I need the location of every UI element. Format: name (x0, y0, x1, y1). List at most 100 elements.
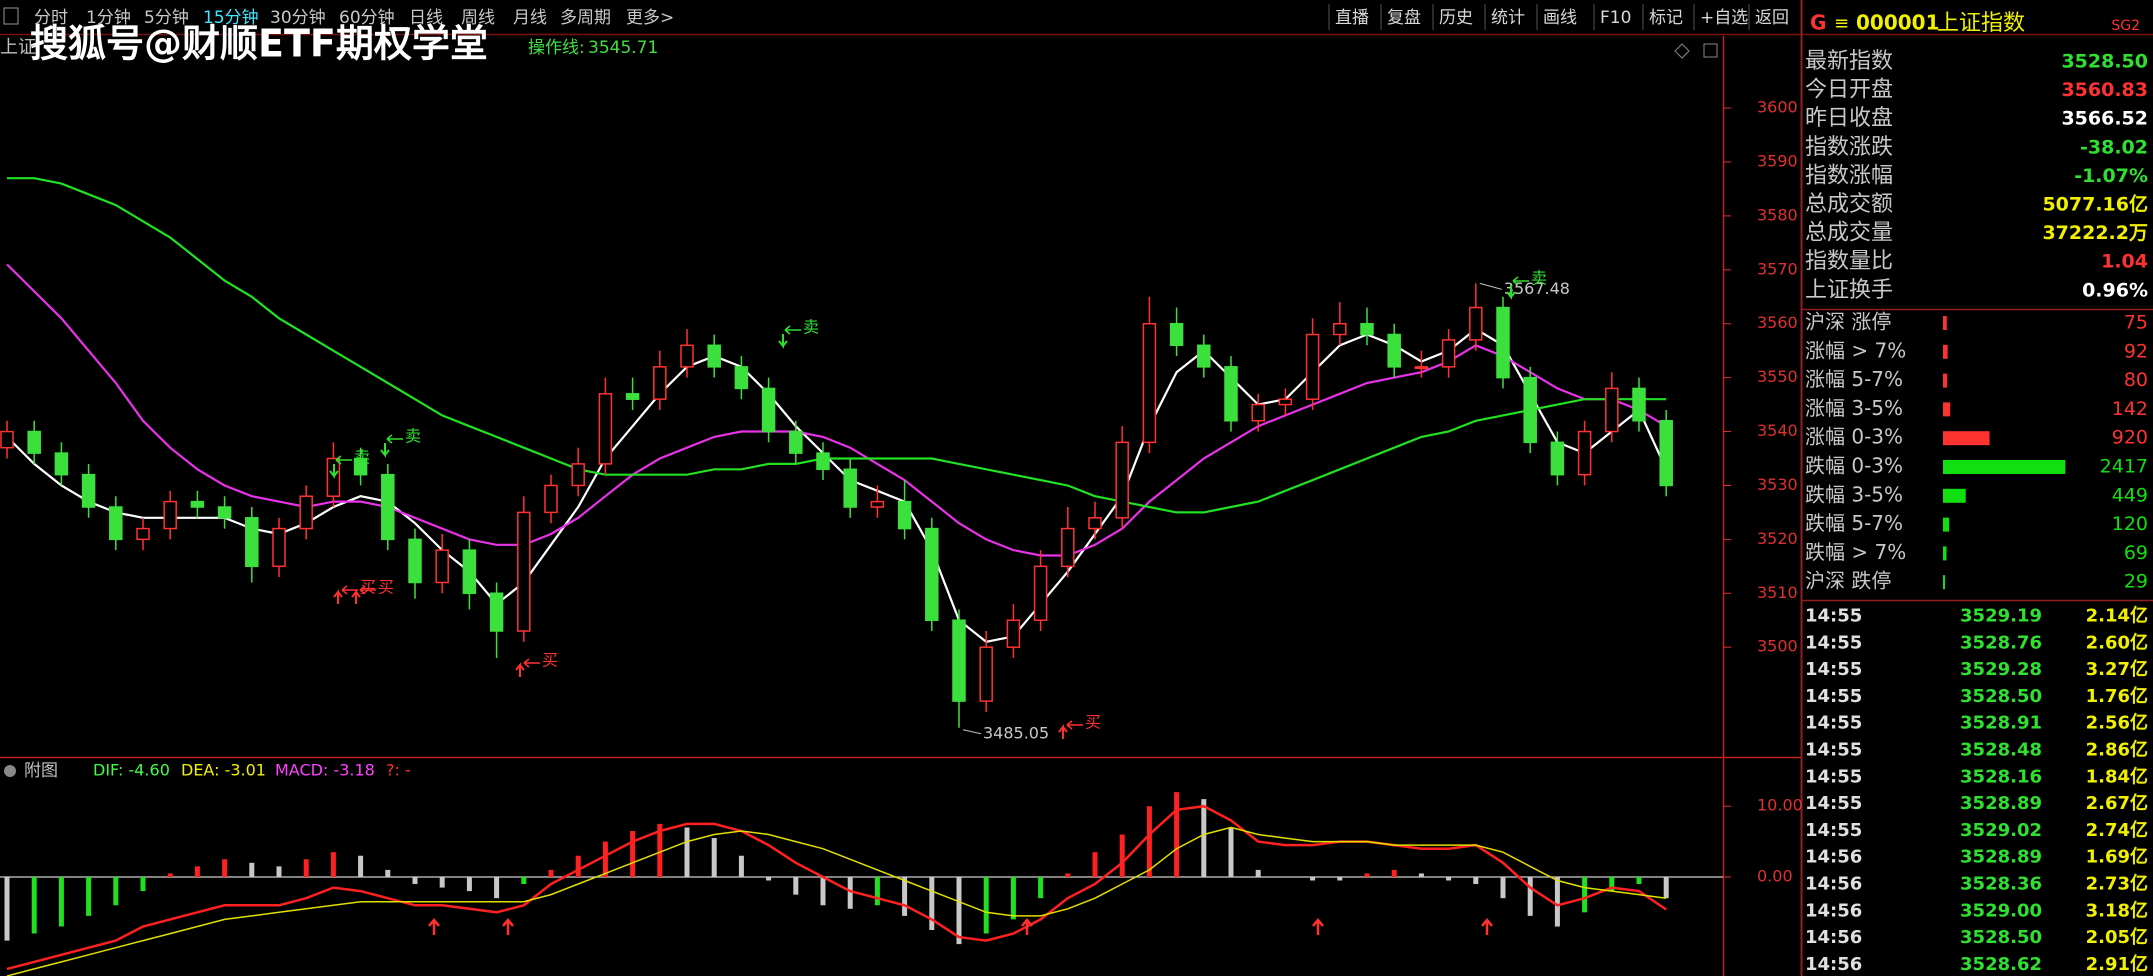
quote-value: 3560.83 (2061, 79, 2148, 101)
candle-body (1469, 306, 1483, 341)
candle-body (1414, 366, 1429, 370)
y-tick-label: 0.00 (1757, 866, 1793, 885)
tool-button[interactable]: 直播 (1335, 8, 1369, 28)
breadth-label: 涨幅 > 7% (1805, 338, 1906, 362)
candle-body (571, 463, 585, 487)
period-tab[interactable]: 30分钟 (270, 8, 326, 28)
tool-button[interactable]: 复盘 (1387, 8, 1421, 28)
quote-label: 最新指数 (1805, 49, 1893, 74)
tick-amount: 2.73亿 (2086, 873, 2148, 895)
tick-time: 14:56 (1805, 927, 1862, 948)
quote-value: 0.96% (2082, 279, 2148, 301)
tick-time: 14:55 (1805, 713, 1862, 734)
icon[interactable] (1674, 43, 1690, 59)
y-tick-label: 3590 (1757, 151, 1798, 170)
period-tab[interactable]: 更多> (626, 8, 674, 28)
candle-body (653, 366, 667, 400)
candle-body (952, 619, 966, 702)
y-tick-label: 3510 (1757, 583, 1798, 602)
period-tab[interactable]: 月线 (513, 8, 547, 28)
period-tab[interactable]: 周线 (461, 8, 495, 28)
signal-arrow (341, 585, 358, 595)
cross-arrow (1021, 918, 1033, 935)
period-tab[interactable]: 日线 (409, 8, 443, 28)
y-tick-label: 3520 (1757, 529, 1798, 548)
candle-body (1577, 430, 1592, 476)
tick-time: 14:55 (1805, 606, 1862, 627)
tick-amount: 3.27亿 (2086, 658, 2148, 680)
breadth-bar (1943, 517, 1950, 532)
signal-arrow (784, 325, 801, 335)
period-tab[interactable]: 分时 (34, 8, 68, 28)
candle-body (1033, 565, 1048, 621)
breadth-count: 80 (2124, 369, 2148, 391)
tick-amount: 2.14亿 (2086, 605, 2148, 627)
signal-label: 卖 (405, 427, 421, 446)
candle-body (0, 430, 14, 449)
tick-price: 3529.00 (1960, 900, 2042, 921)
candle-body (462, 549, 477, 595)
candle-body (544, 484, 558, 514)
tick-amount: 2.74亿 (2086, 819, 2148, 841)
quote-value: -1.07% (2074, 165, 2148, 187)
breadth-count: 29 (2124, 571, 2148, 593)
period-tab[interactable]: 多周期 (560, 8, 611, 28)
period-tab[interactable]: 15分钟 (203, 8, 259, 28)
tool-button[interactable]: F10 (1600, 8, 1631, 28)
menu[interactable]: ≡ (1834, 13, 1849, 34)
y-tick-label: 3540 (1757, 421, 1798, 440)
signal-arrow (386, 434, 403, 444)
signal-arrow (523, 658, 540, 668)
cross-arrow (502, 918, 514, 935)
period-tab[interactable]: 60分钟 (339, 8, 395, 28)
breadth-bar (1943, 575, 1945, 590)
menu-icon[interactable] (3, 7, 19, 25)
tick-price: 3528.48 (1960, 740, 2042, 761)
candle-body (625, 393, 640, 400)
candle-body (163, 500, 177, 530)
candle-body (54, 452, 69, 476)
indicator-readout: DIF: -4.60 (93, 761, 170, 780)
panel-icon[interactable] (4, 765, 16, 777)
breadth-count: 75 (2124, 312, 2148, 334)
tick-amount: 2.56亿 (2086, 712, 2148, 734)
candle-body (843, 468, 857, 508)
period-tab[interactable]: 1分钟 (86, 8, 131, 28)
tick-time: 14:56 (1805, 847, 1862, 868)
tick-price: 3528.62 (1960, 954, 2042, 975)
tool-button[interactable]: 返回 (1755, 8, 1789, 28)
breadth-bar (1943, 402, 1951, 417)
signal-pointer (778, 334, 788, 349)
candle-body (1088, 517, 1102, 530)
breadth-bar (1943, 488, 1966, 503)
tick-time: 14:56 (1805, 900, 1862, 921)
macd-line (6, 826, 1667, 976)
cross-arrow (428, 918, 440, 935)
tool-button[interactable]: 历史 (1439, 8, 1473, 28)
icon[interactable] (1703, 43, 1718, 58)
candle-body (1142, 322, 1157, 444)
tool-button[interactable]: +自选 (1700, 8, 1748, 28)
code: 000001 (1856, 11, 1940, 35)
tick-price: 3528.76 (1960, 632, 2042, 653)
candle-body (1441, 339, 1456, 368)
candle-body (598, 393, 613, 465)
candle-body (1115, 441, 1129, 519)
tool-button[interactable]: 标记 (1649, 8, 1683, 28)
signal-pointer (1506, 285, 1516, 300)
tool-button[interactable]: 画线 (1543, 8, 1577, 28)
candle-body (1169, 322, 1184, 347)
candle-body (1006, 619, 1021, 648)
tick-time: 14:56 (1805, 954, 1862, 975)
candle-body (1605, 387, 1619, 433)
tick-price: 3529.19 (1960, 606, 2042, 627)
breadth-label: 涨幅 3-5% (1805, 396, 1903, 420)
breadth-count: 142 (2112, 398, 2148, 420)
quote-label: 上证换手 (1805, 278, 1893, 303)
tool-button[interactable]: 统计 (1491, 8, 1525, 28)
tick-time: 14:55 (1805, 820, 1862, 841)
period-tab[interactable]: 5分钟 (144, 8, 189, 28)
candle-body (789, 430, 803, 454)
candle-body (680, 344, 694, 368)
signal-arrow (335, 455, 352, 465)
